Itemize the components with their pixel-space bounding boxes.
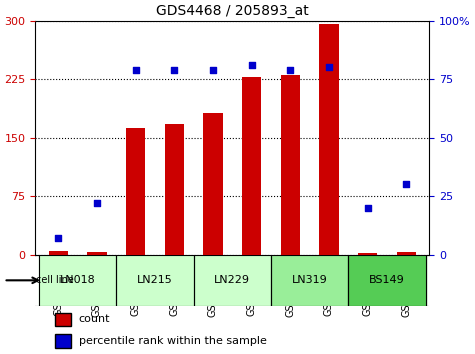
- Point: [209, 67, 217, 73]
- Point: [93, 200, 101, 206]
- Text: percentile rank within the sample: percentile rank within the sample: [78, 336, 266, 346]
- Bar: [242, 77, 261, 255]
- Text: count: count: [78, 314, 110, 324]
- Bar: [39, 255, 116, 306]
- Point: [55, 235, 62, 241]
- Bar: [165, 124, 184, 255]
- Point: [364, 205, 371, 211]
- Bar: [116, 255, 194, 306]
- Point: [402, 182, 410, 187]
- Point: [132, 67, 140, 73]
- Bar: [48, 251, 68, 255]
- Bar: [203, 113, 223, 255]
- Text: LN018: LN018: [60, 275, 95, 285]
- FancyBboxPatch shape: [55, 313, 71, 326]
- Bar: [126, 127, 145, 255]
- Bar: [348, 255, 426, 306]
- FancyBboxPatch shape: [55, 335, 71, 348]
- Point: [171, 67, 178, 73]
- Point: [325, 64, 333, 70]
- Point: [248, 62, 256, 68]
- Point: [286, 67, 294, 73]
- Title: GDS4468 / 205893_at: GDS4468 / 205893_at: [156, 4, 309, 18]
- Bar: [87, 252, 107, 255]
- Text: LN229: LN229: [214, 275, 250, 285]
- Text: BS149: BS149: [369, 275, 405, 285]
- Text: cell line: cell line: [36, 275, 74, 285]
- Bar: [319, 24, 339, 255]
- Bar: [281, 75, 300, 255]
- Text: LN319: LN319: [292, 275, 327, 285]
- Bar: [358, 253, 377, 255]
- Bar: [194, 255, 271, 306]
- Bar: [397, 252, 416, 255]
- Text: LN215: LN215: [137, 275, 173, 285]
- Bar: [271, 255, 348, 306]
